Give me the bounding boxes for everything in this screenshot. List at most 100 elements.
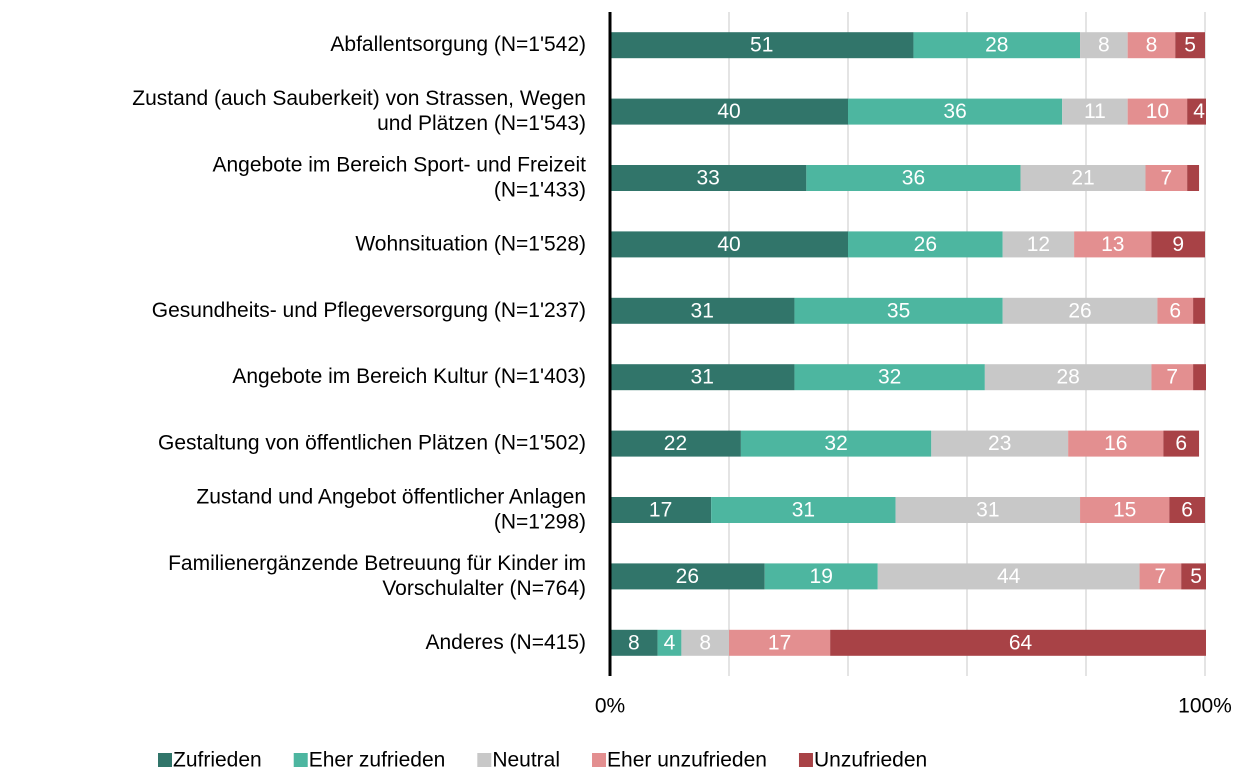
data-label: 31 [792, 499, 815, 522]
bar-segment [848, 98, 1063, 125]
data-label: 28 [1056, 366, 1079, 389]
data-label: 26 [1068, 299, 1091, 322]
data-label: 26 [914, 233, 937, 256]
data-label: 51 [750, 34, 773, 57]
bar-segment [1062, 98, 1128, 125]
data-label: 4 [1193, 100, 1205, 123]
bar-segment [1074, 231, 1152, 258]
data-label: 36 [943, 100, 966, 123]
data-label: 26 [676, 565, 699, 588]
bar-segment [1187, 98, 1206, 125]
bar-segment [610, 297, 795, 324]
data-label: 44 [997, 565, 1021, 588]
data-label: 5 [1190, 565, 1202, 588]
legend-label: Eher unzufrieden [607, 749, 767, 772]
data-label: 6 [1181, 499, 1193, 522]
legend-label: Eher zufrieden [309, 749, 446, 772]
bar-segment [984, 364, 1152, 391]
category-label: Wohnsituation (N=1'528) [355, 232, 586, 255]
data-label: 6 [1169, 299, 1181, 322]
bar-segment [1127, 32, 1176, 59]
data-label: 35 [887, 299, 910, 322]
data-label: 22 [664, 432, 687, 455]
data-label: 5 [1184, 34, 1196, 57]
bar-segment [610, 497, 712, 523]
bar-segment [1157, 297, 1194, 324]
category-label: Anderes (N=415) [425, 630, 586, 653]
bar-segment [657, 629, 682, 656]
category-label: Familienergänzende Betreuung für Kinder … [168, 551, 586, 599]
data-label: 11 [1084, 100, 1106, 123]
labels: 0% 100% Abfallentsorgung (N=1'542) Zustand … [132, 12, 1232, 772]
category-label: Abfallentsorgung (N=1'542) [330, 33, 586, 56]
bar-segment [1139, 563, 1182, 590]
x-tick-label: 100% [1178, 695, 1232, 718]
bar-segment [711, 497, 896, 523]
bar-segment [1175, 32, 1205, 59]
bar-segment [1127, 98, 1188, 125]
data-label: 64 [1009, 631, 1033, 654]
data-label: 8 [699, 631, 711, 654]
bar-segment [1151, 231, 1205, 258]
data-label: 40 [717, 100, 740, 123]
data-label: 13 [1101, 233, 1124, 256]
data-label: 8 [628, 631, 640, 654]
category-label: Zustand und Angebot öffentlicher Anlagen… [196, 485, 586, 533]
bar-segment [848, 231, 1003, 258]
bar-segment [610, 231, 848, 258]
category-label: Angebote im Bereich Kultur (N=1'403) [232, 365, 586, 388]
bar-segment [806, 165, 1021, 191]
bar-segment [794, 364, 985, 391]
legend-label: Zufrieden [173, 749, 262, 772]
bar-segment [610, 98, 848, 125]
category-label: Gesundheits- und Pflegeversorgung (N=1'2… [152, 298, 586, 321]
category-label: Gestaltung von öffentlichen Plätzen (N=1… [158, 431, 586, 454]
bar-segment [1145, 165, 1188, 191]
data-label: 12 [1027, 233, 1050, 256]
bar-segment [1193, 297, 1205, 324]
bar-segment [895, 497, 1081, 523]
data-label: 9 [1172, 233, 1184, 256]
bar-segment [794, 297, 1003, 324]
bar-segment [1068, 430, 1164, 457]
bar-segment [913, 32, 1081, 59]
bar-segment [1169, 497, 1205, 523]
bar-segment [610, 430, 741, 457]
bar-segment [1080, 32, 1128, 59]
data-label: 7 [1155, 565, 1167, 588]
data-label: 40 [717, 233, 740, 256]
data-label: 17 [649, 499, 672, 522]
category-label: Angebote im Bereich Sport- und Freizeit(… [212, 153, 586, 201]
data-label: 31 [976, 499, 999, 522]
legend-swatch [477, 753, 492, 767]
legend-swatch [293, 753, 308, 767]
bar-segment [681, 629, 729, 656]
bar-segment [764, 563, 878, 590]
bar-segment [1002, 231, 1075, 258]
data-label: 7 [1166, 366, 1178, 389]
data-label: 19 [810, 565, 833, 588]
legend-label: Neutral [492, 749, 560, 772]
data-label: 8 [1098, 34, 1110, 57]
data-label: 6 [1175, 432, 1187, 455]
data-label: 31 [691, 366, 714, 389]
bar-segment [610, 563, 765, 590]
data-label: 21 [1071, 167, 1094, 190]
legend-swatch [158, 753, 172, 767]
legend-swatch [798, 753, 813, 767]
bar-segment [877, 563, 1140, 590]
data-label: 17 [768, 631, 791, 654]
x-tick-label: 0% [595, 695, 625, 718]
bar-segment [1193, 364, 1206, 391]
data-label: 31 [691, 299, 714, 322]
data-label: 4 [664, 631, 676, 654]
data-label: 16 [1104, 432, 1127, 455]
data-label: 7 [1160, 167, 1172, 190]
bar-segment [729, 629, 831, 656]
data-label: 32 [824, 432, 847, 455]
bar-segment [1080, 497, 1170, 523]
data-label: 8 [1146, 34, 1158, 57]
data-label: 10 [1146, 100, 1169, 123]
data-label: 33 [696, 167, 719, 190]
data-label: 36 [902, 167, 925, 190]
